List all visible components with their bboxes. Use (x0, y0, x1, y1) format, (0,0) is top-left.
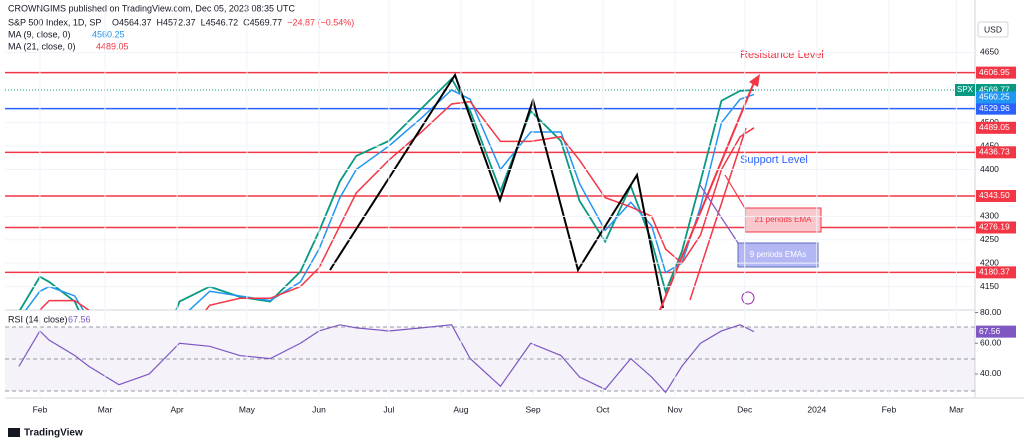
x-tick-label: May (239, 404, 256, 414)
x-tick-label: Mar (949, 404, 964, 414)
pointer (699, 184, 741, 247)
y-tick-label: 4650 (980, 47, 999, 57)
level-label-bg (976, 146, 1016, 159)
y-tick-label: 4300 (980, 211, 999, 221)
x-tick-label: Mar (98, 404, 113, 414)
rsi-value-label: 67.56 (979, 326, 1001, 336)
y-tick-label: 4450 (980, 140, 999, 150)
price-line (19, 77, 755, 310)
annotation: 21 periods EMA (755, 215, 813, 224)
annotation: Support Level (740, 154, 808, 166)
ma-line (24, 89, 755, 310)
y-tick-label: 4150 (980, 281, 999, 291)
last-value-label: 4560.25 (979, 92, 1010, 102)
y-tick-label: 40.00 (980, 368, 1002, 378)
ohlc: O4564.37 H4572.37 L4546.72 C4569.77 −24.87 (… (112, 17, 354, 27)
rsi-legend: RSI (14, close) (8, 314, 68, 324)
arrow-head (749, 74, 760, 87)
level-label-bg (976, 221, 1016, 234)
y-tick-label: 80.00 (980, 307, 1002, 317)
level-label-bg (976, 189, 1016, 202)
x-tick-label: Sep (525, 404, 540, 414)
y-tick-label: 60.00 (980, 338, 1002, 348)
x-tick-label: Feb (882, 404, 897, 414)
ma21-legend: MA (21, close, 0) (8, 41, 76, 51)
level-label-bg (976, 266, 1016, 279)
level-label-bg (976, 102, 1016, 115)
level-label: 4436.73 (979, 147, 1010, 157)
x-tick-label: 2024 (807, 404, 826, 414)
x-tick-label: Jun (312, 404, 326, 414)
symbol: S&P 500 Index, 1D, SP (8, 17, 101, 27)
x-tick-label: Dec (737, 404, 753, 414)
ticker-bg (955, 84, 975, 97)
rsi-value-bg (976, 325, 1016, 338)
rsi-line (18, 324, 755, 394)
publisher: CROWNGIMS published on TradingView.com, … (8, 3, 295, 13)
ohlc-value: C4569.77 (243, 17, 282, 27)
ema21-box (744, 207, 822, 233)
x-tick-label: Feb (33, 404, 48, 414)
ohlc-value: −24.87 (−0.54%) (287, 17, 354, 27)
last-value-bg (976, 91, 1016, 104)
event-icon[interactable] (741, 291, 755, 305)
level-label: 4343.50 (979, 190, 1010, 200)
x-tick-label: Oct (596, 404, 610, 414)
last-value-bg (976, 121, 1016, 134)
ma9-legend-value: 4560.25 (92, 29, 125, 39)
arrow-line (659, 79, 756, 310)
y-tick-label: 4400 (980, 164, 999, 174)
logo (8, 428, 20, 437)
rsi-pane (5, 324, 975, 394)
x-tick-label: Nov (667, 404, 683, 414)
last-value-label: 4569.77 (979, 84, 1010, 94)
annotation: Resistance Level (740, 49, 824, 61)
x-tick-label: Jul (383, 404, 394, 414)
level-label-bg (976, 66, 1016, 79)
annotation: 9 periods EMAs (750, 250, 806, 259)
last-value-label: 4489.05 (979, 122, 1010, 132)
y-tick-label: 4200 (980, 257, 999, 267)
rsi-legend-value: 67.56 (68, 314, 91, 324)
y-tick-label: 4250 (980, 234, 999, 244)
ma21-legend-value: 4489.05 (96, 41, 129, 51)
currency-box[interactable] (977, 21, 1009, 38)
level-label: 4180.37 (979, 267, 1010, 277)
arrow-line (689, 127, 747, 301)
level-label: 4529.96 (979, 103, 1010, 113)
pointer (724, 174, 747, 211)
level-label: 4276.19 (979, 222, 1010, 232)
x-tick-label: Apr (171, 404, 184, 414)
currency: USD (984, 24, 1002, 34)
ma9-legend: MA (9, close, 0) (8, 29, 71, 39)
ohlc-value: H4572.37 (157, 17, 196, 27)
level-label: 4606.95 (979, 67, 1010, 77)
brand: TradingView (24, 428, 83, 439)
ohlc-value: O4564.37 (112, 17, 152, 27)
x-tick-label: Aug (453, 404, 468, 414)
ohlc-value: L4546.72 (201, 17, 239, 27)
ticker: SPX (957, 85, 974, 94)
